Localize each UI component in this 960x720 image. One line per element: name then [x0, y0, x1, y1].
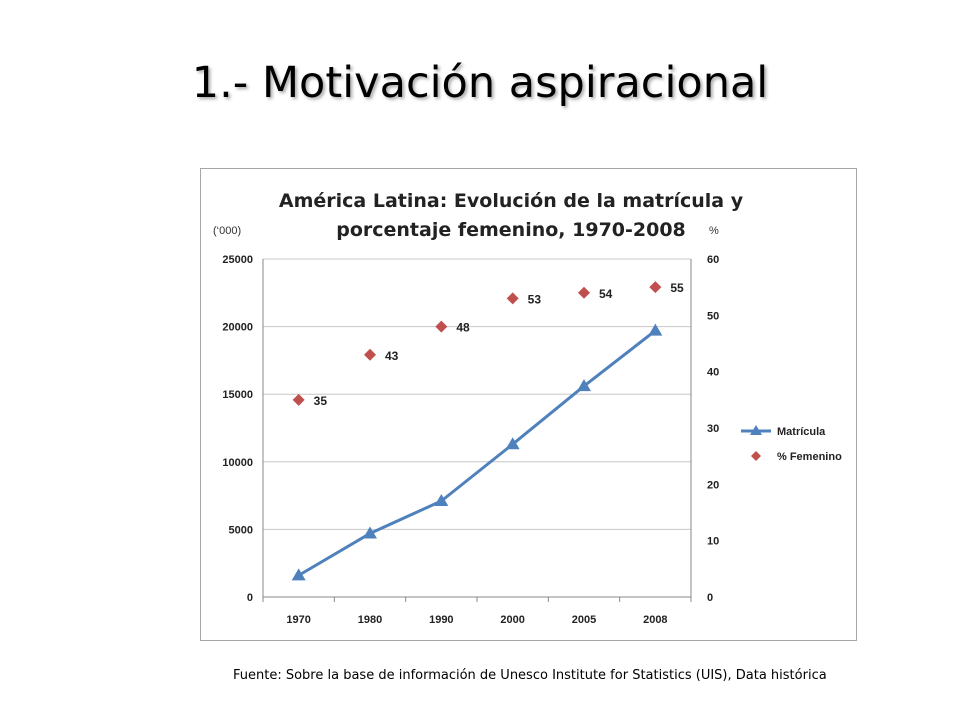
legend-femenino-marker: [751, 451, 761, 461]
matricula-point: [577, 379, 591, 392]
right-axis-tick-label: 30: [707, 423, 719, 435]
legend-matricula-label: Matrícula: [777, 426, 826, 438]
femenino-data-label: 35: [314, 394, 328, 408]
right-axis-unit-label: %: [709, 225, 719, 237]
legend-matricula-marker: [750, 425, 762, 435]
x-axis-tick-label: 1970: [286, 614, 310, 626]
left-axis-tick-label: 25000: [222, 254, 253, 266]
femenino-point: [649, 281, 662, 294]
femenino-point: [506, 292, 519, 305]
left-axis-tick-label: 15000: [222, 389, 253, 401]
legend-femenino-label: % Femenino: [777, 451, 842, 463]
right-axis-tick-label: 0: [707, 592, 713, 604]
matricula-point: [363, 526, 377, 539]
right-axis-tick-label: 50: [707, 310, 719, 322]
matricula-point: [648, 323, 663, 336]
chart-title-line-1: América Latina: Evolución de la matrícul…: [278, 190, 744, 212]
femenino-data-label: 48: [456, 321, 470, 335]
matricula-point: [291, 568, 306, 581]
femenino-data-label: 43: [385, 349, 399, 363]
chart-title-line-2: porcentaje femenino, 1970-2008: [336, 219, 686, 241]
right-axis-tick-label: 10: [707, 536, 719, 548]
matricula-point: [505, 437, 520, 450]
matricula-point: [434, 494, 449, 507]
x-axis-tick-label: 2008: [643, 614, 667, 626]
right-axis-tick-label: 20: [707, 479, 719, 491]
x-axis-tick-label: 1980: [358, 614, 382, 626]
matricula-line: [297, 329, 657, 577]
chart-plot: 0 5000 10000 15000 20000 25000 0 10 20 30 40 50 60 19…: [222, 254, 842, 626]
chart-frame: América Latina: Evolución de la matrícul…: [200, 168, 857, 641]
femenino-point: [578, 286, 590, 299]
left-axis-tick-label: 5000: [229, 524, 253, 536]
x-axis-tick-label: 2005: [572, 614, 596, 626]
source-note: Fuente: Sobre la base de información de …: [233, 668, 827, 683]
x-axis-tick-label: 1990: [429, 614, 453, 626]
femenino-point: [292, 393, 305, 406]
femenino-data-label: 55: [670, 281, 684, 295]
right-axis-tick-label: 40: [707, 367, 719, 379]
left-axis-unit-label: (‘000): [213, 225, 242, 237]
x-axis-tick-label: 2000: [500, 614, 524, 626]
left-axis-tick-label: 10000: [222, 457, 253, 469]
femenino-point: [435, 320, 448, 333]
left-axis-tick-label: 0: [247, 592, 253, 604]
chart-title: América Latina: Evolución de la matrícul…: [241, 187, 781, 245]
femenino-data-label: 54: [599, 287, 613, 301]
femenino-point: [364, 348, 376, 361]
right-axis-tick-label: 60: [707, 254, 719, 266]
left-axis-tick-label: 20000: [222, 322, 253, 334]
slide-title: 1.- Motivación aspiracional: [191, 58, 769, 108]
femenino-data-label: 53: [528, 292, 542, 306]
